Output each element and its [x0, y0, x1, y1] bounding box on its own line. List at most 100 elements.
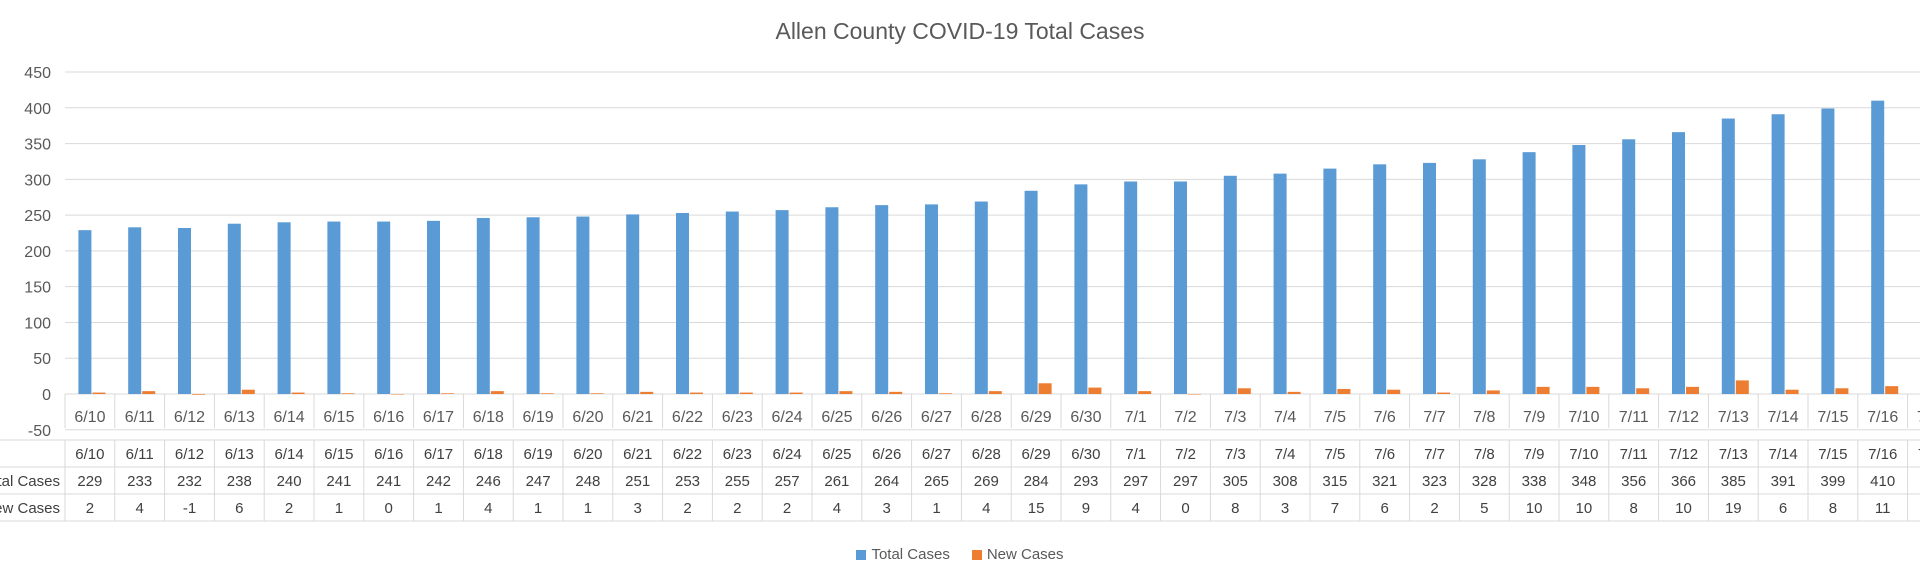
- table-header-cell: 6/14: [274, 446, 303, 463]
- y-tick-label: 100: [24, 315, 51, 332]
- table-cell-total-cases: 297: [1123, 473, 1148, 490]
- table-cell-total-cases: 255: [725, 473, 750, 490]
- x-tick-label: 7/1: [1125, 409, 1147, 426]
- bar-total-cases: [377, 221, 391, 394]
- x-tick-label: 6/11: [125, 409, 155, 426]
- bar-new-cases: [789, 392, 803, 394]
- table-header-cell: 6/22: [673, 446, 702, 463]
- bar-new-cases: [142, 391, 156, 394]
- bar-total-cases: [128, 227, 142, 394]
- bar-new-cases: [1735, 380, 1749, 394]
- legend-swatch-new-cases: [971, 549, 982, 560]
- y-tick-label: 200: [24, 244, 51, 261]
- table-cell-new-cases: 0: [385, 500, 393, 517]
- bar-new-cases: [1237, 388, 1251, 394]
- x-tick-label: 6/30: [1070, 409, 1101, 426]
- table-cell-total-cases: 338: [1522, 473, 1547, 490]
- table-header-cell: 6/13: [225, 446, 254, 463]
- table-header-cell: 7/6: [1374, 446, 1395, 463]
- legend-label-total-cases: Total Cases: [871, 546, 950, 563]
- x-tick-label: 7/13: [1718, 409, 1749, 426]
- x-tick-label: 6/16: [373, 409, 404, 426]
- y-tick-label: 350: [24, 137, 51, 154]
- table-header-cell: 7/16: [1868, 446, 1897, 463]
- table-header-cell: 7/15: [1818, 446, 1847, 463]
- table-header-cell: 7/17: [1918, 446, 1920, 463]
- bar-new-cases: [441, 393, 454, 394]
- table-row-label: tal Cases: [0, 473, 60, 490]
- table-header-cell: 6/19: [523, 446, 552, 463]
- bar-new-cases: [490, 391, 504, 394]
- y-tick-label: -50: [28, 423, 51, 440]
- table-header-cell: 6/21: [623, 446, 652, 463]
- bar-new-cases: [1586, 386, 1600, 394]
- x-tick-label: 7/17: [1917, 409, 1920, 426]
- table-cell-total-cases: 293: [1073, 473, 1098, 490]
- bar-total-cases: [1721, 118, 1735, 394]
- table-cell-new-cases: 4: [484, 500, 492, 517]
- table-cell-new-cases: 0: [1181, 500, 1189, 517]
- x-tick-label: 7/8: [1473, 409, 1495, 426]
- table-header-cell: 6/11: [126, 446, 154, 463]
- x-tick-label: 7/12: [1668, 409, 1699, 426]
- table-cell-total-cases: 261: [824, 473, 849, 490]
- bar-total-cases: [676, 212, 689, 394]
- table-header-cell: 7/3: [1225, 446, 1246, 463]
- table-header-cell: 6/27: [922, 446, 951, 463]
- table-cell-total-cases: 297: [1173, 473, 1198, 490]
- table-cell-new-cases: 2: [783, 500, 791, 517]
- table-cell-new-cases: 1: [534, 500, 542, 517]
- table-cell-total-cases: 385: [1721, 473, 1746, 490]
- table-cell-total-cases: 323: [1422, 473, 1447, 490]
- bar-total-cases: [178, 228, 191, 394]
- bar-total-cases: [526, 217, 540, 394]
- x-tick-label: 6/26: [871, 409, 902, 426]
- x-tick-label: 6/15: [323, 409, 354, 426]
- x-tick-label: 6/12: [174, 409, 205, 426]
- x-tick-label: 7/2: [1174, 409, 1196, 426]
- table-cell-total-cases: 233: [127, 473, 152, 490]
- table-cell-total-cases: 391: [1771, 473, 1796, 490]
- table-header-cell: 7/9: [1524, 446, 1545, 463]
- table-cell-total-cases: 399: [1820, 473, 1845, 490]
- bar-new-cases: [1486, 390, 1500, 394]
- bar-new-cases: [1885, 386, 1899, 394]
- table-cell-total-cases: 253: [675, 473, 700, 490]
- table-cell-total-cases: 264: [874, 473, 899, 490]
- bar-total-cases: [1572, 145, 1586, 394]
- table-cell-new-cases: 9: [1082, 500, 1090, 517]
- table-cell-new-cases: 2: [683, 500, 691, 517]
- table-cell-new-cases: 10: [1576, 500, 1593, 517]
- table-cell-new-cases: 10: [1675, 500, 1692, 517]
- table-header-cell: 7/11: [1620, 446, 1648, 463]
- x-tick-label: 6/23: [722, 409, 753, 426]
- table-cell-total-cases: 315: [1322, 473, 1347, 490]
- table-cell-new-cases: 1: [335, 500, 343, 517]
- x-tick-label: 6/22: [672, 409, 703, 426]
- x-tick-label: 6/28: [971, 409, 1002, 426]
- bar-total-cases: [78, 230, 92, 394]
- bar-total-cases: [1174, 181, 1187, 394]
- table-cell-total-cases: 265: [924, 473, 949, 490]
- table-header-cell: 6/12: [175, 446, 204, 463]
- bar-new-cases: [1138, 391, 1152, 394]
- table-cell-new-cases: 2: [285, 500, 293, 517]
- x-tick-label: 7/3: [1224, 409, 1246, 426]
- table-cell-new-cases: 8: [1829, 500, 1837, 517]
- table-header-cell: 6/24: [772, 446, 801, 463]
- table-header-cell: 7/7: [1424, 446, 1445, 463]
- bar-total-cases: [1223, 175, 1237, 394]
- table-cell-total-cases: 251: [625, 473, 650, 490]
- table-header-cell: 6/23: [723, 446, 752, 463]
- table-cell-new-cases: 2: [1430, 500, 1438, 517]
- x-tick-label: 7/14: [1768, 409, 1799, 426]
- table-cell-total-cases: 240: [277, 473, 302, 490]
- bar-total-cases: [1771, 114, 1785, 394]
- x-tick-label: 6/20: [572, 409, 603, 426]
- table-cell-new-cases: 2: [733, 500, 741, 517]
- table-row-label: ew Cases: [0, 500, 60, 517]
- bar-new-cases: [1038, 383, 1052, 394]
- table-cell-new-cases: 2: [86, 500, 94, 517]
- legend-item-new-cases: New Cases: [971, 546, 1064, 563]
- x-tick-label: 7/10: [1568, 409, 1599, 426]
